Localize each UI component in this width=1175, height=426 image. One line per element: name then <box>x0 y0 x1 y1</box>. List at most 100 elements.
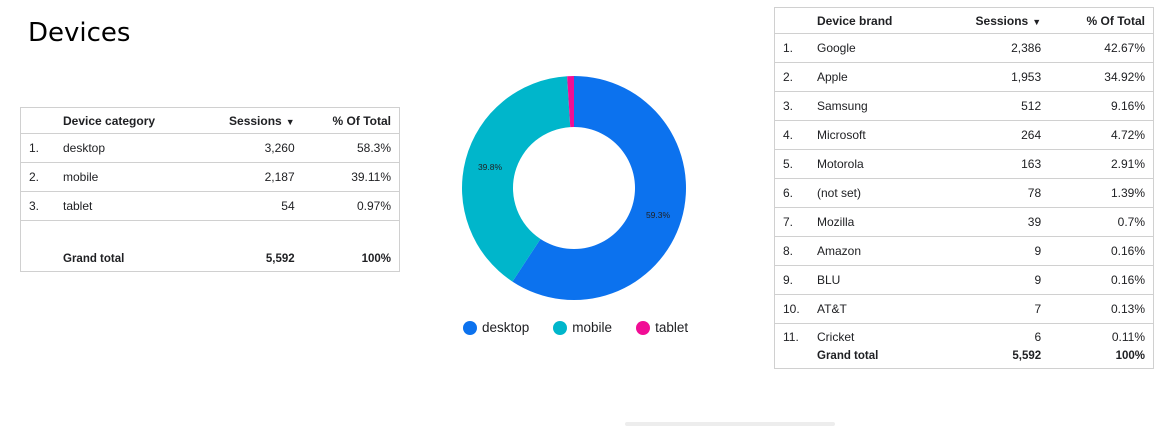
brand-name: Apple <box>817 62 935 92</box>
grand-total-label: Grand total <box>817 350 879 362</box>
table-row: 1. Google 2,386 42.67% <box>774 33 1154 63</box>
donut-slice-tablet[interactable] <box>567 76 574 128</box>
legend-item-mobile[interactable]: mobile <box>553 320 612 335</box>
row-index: 9. <box>774 265 817 295</box>
table-header-row: Device brand Sessions ▼ % Of Total <box>774 7 1154 34</box>
legend-dot-icon <box>553 320 568 335</box>
brand-name: BLU <box>817 265 935 295</box>
brand-name: Google <box>817 33 935 63</box>
category-name: desktop <box>63 133 197 163</box>
sessions-value: 6 <box>1034 330 1042 344</box>
sessions-value: 9 <box>934 236 1050 266</box>
legend-label: tablet <box>655 320 689 335</box>
pct-value: 42.67% <box>1049 33 1154 63</box>
pct-value: 0.16% <box>1049 265 1154 295</box>
sessions-value: 7 <box>934 294 1050 324</box>
pct-value: 0.11% <box>1111 330 1145 344</box>
pct-value: 34.92% <box>1049 62 1154 92</box>
table-header-row: Device category Sessions ▼ % Of Total <box>20 107 400 134</box>
device-category-table: Device category Sessions ▼ % Of Total 1. … <box>20 107 400 272</box>
table-row: 7. Mozilla 39 0.7% <box>774 207 1154 237</box>
grand-total-row: Grand total 5,592 100% <box>21 247 400 272</box>
pct-value: 58.3% <box>302 133 400 163</box>
table-row: 4. Microsoft 264 4.72% <box>774 120 1154 150</box>
sessions-value: 264 <box>934 120 1050 150</box>
row-index: 6. <box>774 178 817 208</box>
pct-value: 39.11% <box>302 162 400 192</box>
legend-item-tablet[interactable]: tablet <box>636 320 688 335</box>
donut-slice-mobile[interactable] <box>462 76 571 282</box>
grand-total-row: Grand total 5,592 100% <box>775 350 1154 369</box>
row-index: 2. <box>20 162 63 192</box>
row-index: 11. <box>783 330 799 344</box>
legend-dot-icon <box>463 320 477 335</box>
table-row: 2. Apple 1,953 34.92% <box>774 62 1154 92</box>
chart-legend: desktop mobile tablet <box>463 320 688 335</box>
row-index: 1. <box>20 133 63 163</box>
row-index: 7. <box>774 207 817 237</box>
table-row: 3. tablet 54 0.97% <box>20 191 400 221</box>
index-header <box>20 107 63 134</box>
sessions-header[interactable]: Sessions ▼ <box>196 107 303 134</box>
slice-label-mobile: 39.8% <box>478 162 503 172</box>
grand-total-sessions: 5,592 <box>1012 350 1042 362</box>
table-row: 5. Motorola 163 2.91% <box>774 149 1154 179</box>
grand-total-label: Grand total <box>63 253 125 265</box>
sessions-value: 2,386 <box>934 33 1050 63</box>
slice-label-desktop: 59.3% <box>646 210 671 220</box>
grand-total-sessions: 5,592 <box>265 253 295 265</box>
table-row: 11. Cricket 6 0.11% <box>775 324 1154 351</box>
brand-name: Motorola <box>817 149 935 179</box>
device-category-header[interactable]: Device category <box>63 107 197 134</box>
sessions-value: 54 <box>196 191 303 221</box>
pct-value: 1.39% <box>1049 178 1154 208</box>
index-header <box>774 7 817 34</box>
sessions-value: 9 <box>934 265 1050 295</box>
donut-slice-desktop[interactable] <box>512 76 686 300</box>
brand-name: Samsung <box>817 91 935 121</box>
table-row: 1. desktop 3,260 58.3% <box>20 133 400 163</box>
pct-of-total-header[interactable]: % Of Total <box>1049 7 1154 34</box>
sort-desc-icon[interactable]: ▼ <box>285 116 295 127</box>
row-index: 5. <box>774 149 817 179</box>
device-brand-table: Device brand Sessions ▼ % Of Total 1. Goog… <box>774 7 1154 369</box>
sort-desc-icon[interactable]: ▼ <box>1032 16 1042 27</box>
sessions-value: 78 <box>934 178 1050 208</box>
sessions-value: 3,260 <box>196 133 303 163</box>
brand-name: Mozilla <box>817 207 935 237</box>
brand-name: AT&T <box>817 294 935 324</box>
row-index: 10. <box>774 294 817 324</box>
pct-value: 2.91% <box>1049 149 1154 179</box>
legend-item-desktop[interactable]: desktop <box>463 320 529 335</box>
pct-value: 0.97% <box>302 191 400 221</box>
row-index: 8. <box>774 236 817 266</box>
sessions-value: 2,187 <box>196 162 303 192</box>
brand-name: Microsoft <box>817 120 935 150</box>
table-row: 9. BLU 9 0.16% <box>774 265 1154 295</box>
sessions-header[interactable]: Sessions ▼ <box>934 7 1050 34</box>
sessions-value: 512 <box>934 91 1050 121</box>
table-row: 2. mobile 2,187 39.11% <box>20 162 400 192</box>
brand-name: (not set) <box>817 178 935 208</box>
pct-value: 0.13% <box>1049 294 1154 324</box>
category-name: tablet <box>63 191 197 221</box>
row-index: 2. <box>774 62 817 92</box>
row-index: 1. <box>774 33 817 63</box>
table-row: 8. Amazon 9 0.16% <box>774 236 1154 266</box>
pct-of-total-header[interactable]: % Of Total <box>302 107 400 134</box>
table-row: 6. (not set) 78 1.39% <box>774 178 1154 208</box>
device-category-donut-chart: 59.3% 39.8% <box>462 76 686 300</box>
page-title: Devices <box>28 18 131 48</box>
legend-label: desktop <box>482 320 530 335</box>
device-brand-header[interactable]: Device brand <box>817 7 935 34</box>
pct-value: 9.16% <box>1049 91 1154 121</box>
legend-dot-icon <box>636 320 651 335</box>
sessions-value: 163 <box>934 149 1050 179</box>
table-row: 3. Samsung 512 9.16% <box>774 91 1154 121</box>
pct-value: 4.72% <box>1049 120 1154 150</box>
table-row: 10. AT&T 7 0.13% <box>774 294 1154 324</box>
bottom-scrollbar[interactable] <box>625 422 835 426</box>
table-spacer-row <box>21 221 400 248</box>
sessions-value: 1,953 <box>934 62 1050 92</box>
brand-name: Amazon <box>817 236 935 266</box>
